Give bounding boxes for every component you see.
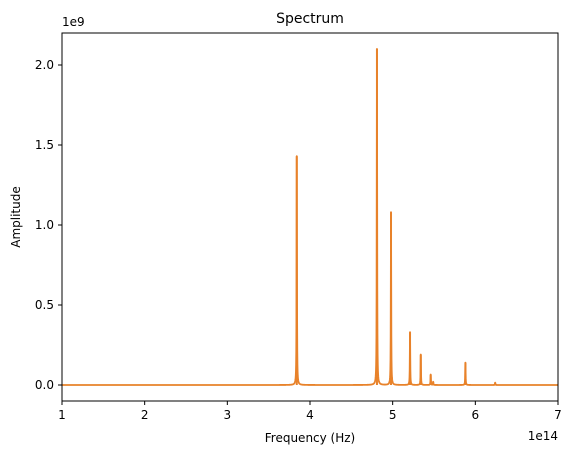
x-tick-label-2: 3 <box>224 408 232 422</box>
x-tick-label-5: 6 <box>472 408 480 422</box>
y-axis-ticks: 0.0 0.5 1.0 1.5 2.0 <box>35 58 62 392</box>
y-tick-label-1: 0.5 <box>35 298 54 312</box>
x-axis-ticks: 1 2 3 4 5 6 7 <box>58 401 562 422</box>
y-tick-label-0: 0.0 <box>35 378 54 392</box>
series-layer <box>61 48 559 386</box>
plot-frame <box>61 32 559 402</box>
chart-title: Spectrum <box>276 11 344 27</box>
x-tick-label-6: 7 <box>554 408 562 422</box>
y-axis-multiplier: 1e9 <box>62 15 85 29</box>
y-tick-label-3: 1.5 <box>35 138 54 152</box>
x-tick-label-4: 5 <box>389 408 397 422</box>
x-axis-label: Frequency (Hz) <box>265 431 356 445</box>
x-tick-label-3: 4 <box>306 408 314 422</box>
x-tick-label-1: 2 <box>141 408 149 422</box>
y-axis-label: Amplitude <box>9 186 23 248</box>
x-axis-multiplier: 1e14 <box>528 429 558 443</box>
series-line-0 <box>61 48 559 386</box>
y-tick-label-4: 2.0 <box>35 58 54 72</box>
y-tick-label-2: 1.0 <box>35 218 54 232</box>
x-tick-label-0: 1 <box>58 408 66 422</box>
